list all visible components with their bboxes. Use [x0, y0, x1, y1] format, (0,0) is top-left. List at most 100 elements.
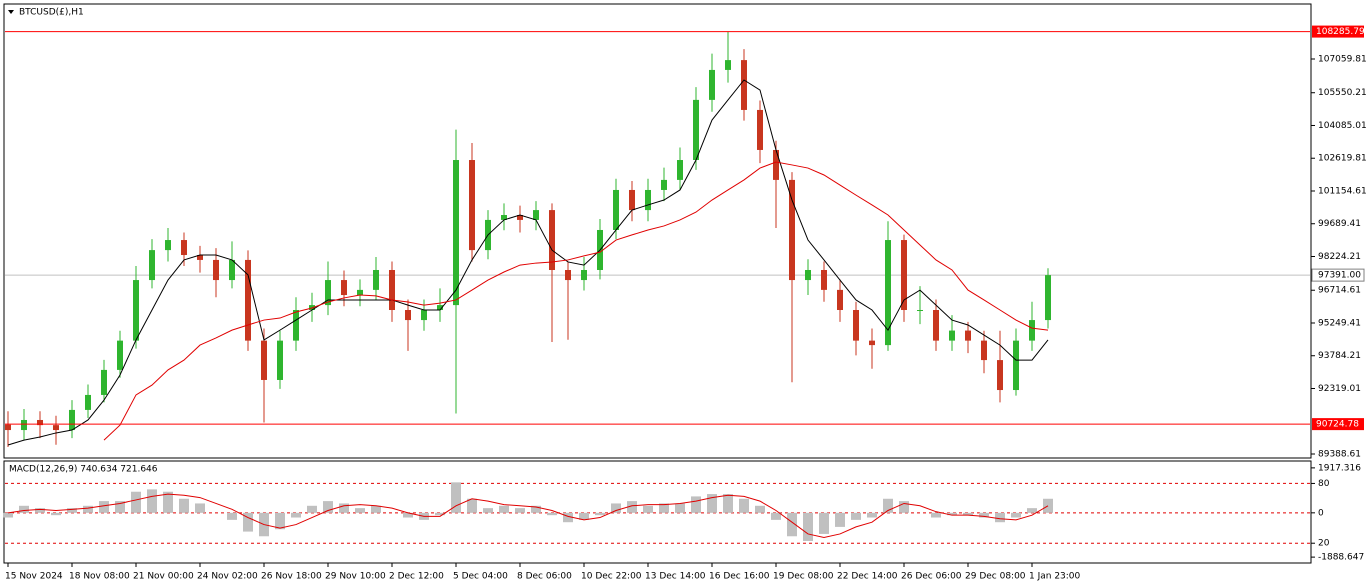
- y-tick-label: 20: [1318, 539, 1330, 549]
- y-tick-label: 92319.01: [1318, 384, 1361, 394]
- candle-body: [981, 340, 987, 361]
- candle-body: [453, 160, 459, 306]
- macd-bar: [1011, 512, 1021, 518]
- candle-body: [661, 179, 667, 190]
- macd-bar: [963, 512, 973, 516]
- candle-body: [245, 259, 251, 341]
- macd-bar: [339, 503, 349, 513]
- level-label: 108285.79: [1316, 27, 1365, 37]
- candle-body: [965, 330, 971, 341]
- x-tick-label: 15 Nov 2024: [5, 572, 63, 582]
- macd-bar: [931, 512, 941, 518]
- candle-body: [21, 419, 27, 431]
- candle-body: [869, 340, 875, 346]
- candle-body: [165, 240, 171, 251]
- x-tick-label: 29 Nov 10:00: [325, 572, 386, 582]
- candle-body: [501, 215, 507, 220]
- x-tick-label: 22 Dec 14:00: [837, 572, 898, 582]
- main-panel: [3, 3, 1312, 459]
- candle-body: [741, 60, 747, 110]
- candle-body: [261, 340, 267, 380]
- x-tick-label: 5 Dec 04:00: [453, 572, 508, 582]
- candle-body: [613, 189, 619, 230]
- menu-arrow[interactable]: [8, 10, 14, 14]
- y-tick-label: 99689.41: [1318, 219, 1361, 229]
- candle-body: [933, 310, 939, 341]
- level-label: 90724.78: [1316, 420, 1359, 430]
- macd-bar: [3, 512, 13, 518]
- candle-body: [373, 269, 379, 290]
- macd-bar: [99, 501, 109, 513]
- macd-bar: [51, 512, 61, 516]
- macd-bar: [867, 512, 877, 518]
- chart-title: BTCUSD(£),H1: [19, 8, 84, 18]
- macd-bar: [179, 498, 189, 513]
- macd-bar: [627, 501, 637, 513]
- macd-bar: [515, 508, 525, 513]
- candle-body: [949, 330, 955, 341]
- macd-bar: [403, 512, 413, 518]
- y-tick-label: -1888.647: [1318, 553, 1364, 563]
- candle-body: [1029, 320, 1035, 341]
- x-tick-label: 26 Dec 06:00: [901, 572, 962, 582]
- macd-bar: [835, 512, 845, 527]
- x-tick-label: 29 Dec 08:00: [965, 572, 1026, 582]
- macd-bar: [531, 505, 541, 513]
- macd-bar: [611, 503, 621, 513]
- candle-body: [357, 289, 363, 296]
- macd-bar: [243, 512, 253, 532]
- candle-body: [405, 310, 411, 321]
- macd-bar: [307, 505, 317, 513]
- indicator-line: [103, 161, 1049, 441]
- candle-body: [885, 240, 891, 346]
- candle-body: [901, 240, 907, 311]
- last-price-label: 97391.00: [1318, 271, 1361, 281]
- candle-body: [389, 269, 395, 311]
- macd-bar: [691, 496, 701, 513]
- y-tick-label: 1917.316: [1318, 463, 1361, 473]
- x-tick-label: 8 Dec 06:00: [517, 572, 572, 582]
- y-tick-label: 0: [1318, 508, 1324, 518]
- x-tick-label: 26 Nov 18:00: [261, 572, 322, 582]
- candle-body: [581, 269, 587, 281]
- y-tick-label: 93784.21: [1318, 351, 1361, 361]
- y-tick-label: 89388.61: [1318, 449, 1361, 459]
- macd-bar: [195, 503, 205, 513]
- candle-body: [1045, 275, 1051, 321]
- candle-body: [469, 160, 475, 251]
- indicator-line: [7, 79, 1049, 446]
- candle-body: [533, 210, 539, 220]
- x-tick-label: 21 Nov 00:00: [133, 572, 194, 582]
- y-tick-label: 104085.01: [1318, 121, 1366, 131]
- y-tick-label: 102619.81: [1318, 154, 1366, 164]
- candle-body: [837, 289, 843, 311]
- candle-body: [565, 269, 571, 281]
- candle-body: [421, 310, 427, 321]
- candle-body: [677, 160, 683, 180]
- candle-body: [133, 280, 139, 341]
- level-label-bg: [1312, 25, 1364, 38]
- candle-body: [549, 210, 555, 270]
- x-tick-label: 24 Nov 02:00: [197, 572, 258, 582]
- macd-bar: [1027, 508, 1037, 513]
- macd-bar: [435, 512, 445, 516]
- macd-bar: [787, 512, 797, 537]
- candle-body: [853, 310, 859, 341]
- macd-bar: [147, 489, 157, 513]
- y-tick-label: 96714.61: [1318, 286, 1361, 296]
- y-tick-label: 107059.81: [1318, 54, 1366, 64]
- macd-bar: [947, 512, 957, 516]
- macd-bar: [275, 512, 285, 530]
- macd-bar: [291, 512, 301, 518]
- macd-bar: [803, 512, 813, 541]
- candle-body: [37, 419, 43, 426]
- y-tick-label: 101154.61: [1318, 186, 1366, 196]
- macd-bar: [371, 505, 381, 513]
- macd-bar: [707, 494, 717, 513]
- macd-bar: [995, 512, 1005, 523]
- macd-bar: [755, 505, 765, 513]
- macd-bar: [19, 505, 29, 513]
- x-tick-label: 19 Dec 08:00: [773, 572, 834, 582]
